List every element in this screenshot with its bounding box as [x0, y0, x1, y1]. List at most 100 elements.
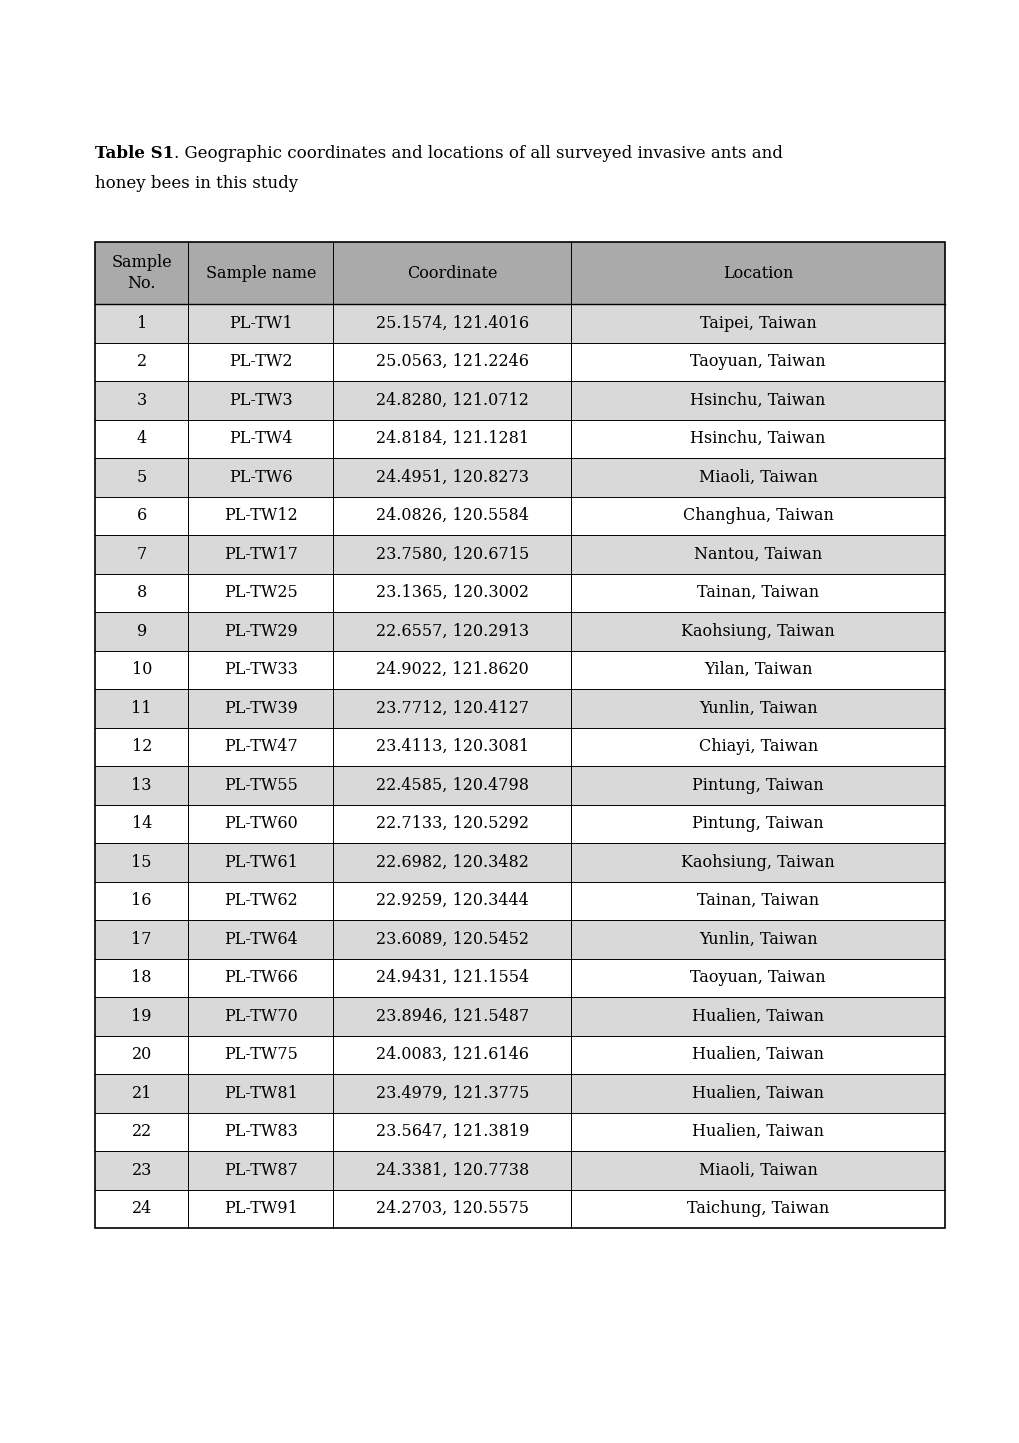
Text: PL-TW62: PL-TW62: [224, 892, 298, 909]
Bar: [95, 381, 944, 420]
Text: Miaoli, Taiwan: Miaoli, Taiwan: [698, 469, 817, 486]
Text: PL-TW83: PL-TW83: [223, 1123, 298, 1140]
Bar: [95, 688, 944, 727]
Text: Miaoli, Taiwan: Miaoli, Taiwan: [698, 1162, 817, 1179]
Text: PL-TW60: PL-TW60: [224, 815, 298, 833]
Text: PL-TW61: PL-TW61: [223, 854, 298, 870]
Text: 24.0826, 120.5584: 24.0826, 120.5584: [375, 508, 528, 524]
Text: 24.9431, 121.1554: 24.9431, 121.1554: [375, 970, 528, 986]
Text: 24.0083, 121.6146: 24.0083, 121.6146: [375, 1046, 528, 1063]
Text: Hualien, Taiwan: Hualien, Taiwan: [692, 1046, 823, 1063]
Text: 24: 24: [131, 1201, 152, 1218]
Text: 22: 22: [131, 1123, 152, 1140]
Text: 22.4585, 120.4798: 22.4585, 120.4798: [375, 776, 528, 794]
Bar: [95, 457, 944, 496]
Text: PL-TW70: PL-TW70: [224, 1007, 298, 1025]
Text: Kaohsiung, Taiwan: Kaohsiung, Taiwan: [681, 623, 835, 639]
Bar: [95, 805, 944, 843]
Text: PL-TW29: PL-TW29: [224, 623, 298, 639]
Text: 12: 12: [131, 739, 152, 755]
Bar: [95, 1189, 944, 1228]
Text: Kaohsiung, Taiwan: Kaohsiung, Taiwan: [681, 854, 835, 870]
Text: Table S1: Table S1: [95, 144, 174, 162]
Text: 25.0563, 121.2246: 25.0563, 121.2246: [375, 354, 528, 371]
Bar: [95, 1152, 944, 1189]
Text: 8: 8: [137, 584, 147, 602]
Text: Coordinate: Coordinate: [407, 264, 497, 281]
Bar: [95, 921, 944, 958]
Text: 23.7712, 120.4127: 23.7712, 120.4127: [375, 700, 528, 717]
Text: 20: 20: [131, 1046, 152, 1063]
Text: 18: 18: [131, 970, 152, 986]
Text: 22.6982, 120.3482: 22.6982, 120.3482: [375, 854, 528, 870]
Bar: [95, 1074, 944, 1113]
Bar: [95, 342, 944, 381]
Text: 13: 13: [131, 776, 152, 794]
Text: Hualien, Taiwan: Hualien, Taiwan: [692, 1007, 823, 1025]
Bar: [95, 1113, 944, 1152]
Text: 9: 9: [137, 623, 147, 639]
Text: Yilan, Taiwan: Yilan, Taiwan: [703, 661, 812, 678]
Text: 23.8946, 121.5487: 23.8946, 121.5487: [375, 1007, 529, 1025]
Text: 19: 19: [131, 1007, 152, 1025]
Text: Hsinchu, Taiwan: Hsinchu, Taiwan: [690, 391, 825, 408]
Text: 5: 5: [137, 469, 147, 486]
Text: Changhua, Taiwan: Changhua, Taiwan: [682, 508, 833, 524]
Text: 16: 16: [131, 892, 152, 909]
Text: 24.2703, 120.5575: 24.2703, 120.5575: [375, 1201, 528, 1218]
Bar: [95, 242, 944, 1228]
Text: 23.7580, 120.6715: 23.7580, 120.6715: [375, 545, 529, 563]
Text: Taichung, Taiwan: Taichung, Taiwan: [687, 1201, 828, 1218]
Text: Yunlin, Taiwan: Yunlin, Taiwan: [698, 931, 816, 948]
Bar: [95, 727, 944, 766]
Text: 23.4979, 121.3775: 23.4979, 121.3775: [375, 1085, 529, 1102]
Text: Sample name: Sample name: [206, 264, 316, 281]
Bar: [95, 304, 944, 342]
Text: Nantou, Taiwan: Nantou, Taiwan: [693, 545, 821, 563]
Bar: [95, 958, 944, 997]
Bar: [95, 573, 944, 612]
Text: 23.6089, 120.5452: 23.6089, 120.5452: [375, 931, 528, 948]
Bar: [95, 766, 944, 805]
Text: Tainan, Taiwan: Tainan, Taiwan: [696, 584, 818, 602]
Text: Location: Location: [722, 264, 793, 281]
Text: 1: 1: [137, 315, 147, 332]
Text: 14: 14: [131, 815, 152, 833]
Bar: [95, 420, 944, 457]
Text: 21: 21: [131, 1085, 152, 1102]
Text: 6: 6: [137, 508, 147, 524]
Bar: [95, 242, 944, 304]
Text: Sample
No.: Sample No.: [111, 254, 172, 291]
Text: 24.8184, 121.1281: 24.8184, 121.1281: [375, 430, 528, 447]
Text: 4: 4: [137, 430, 147, 447]
Text: Taoyuan, Taiwan: Taoyuan, Taiwan: [690, 970, 825, 986]
Bar: [95, 997, 944, 1036]
Text: 3: 3: [137, 391, 147, 408]
Text: PL-TW39: PL-TW39: [223, 700, 298, 717]
Text: PL-TW64: PL-TW64: [224, 931, 298, 948]
Text: 15: 15: [131, 854, 152, 870]
Text: 23.5647, 121.3819: 23.5647, 121.3819: [375, 1123, 529, 1140]
Text: 24.4951, 120.8273: 24.4951, 120.8273: [375, 469, 528, 486]
Bar: [95, 496, 944, 535]
Text: PL-TW1: PL-TW1: [228, 315, 292, 332]
Text: PL-TW3: PL-TW3: [228, 391, 292, 408]
Text: 23: 23: [131, 1162, 152, 1179]
Text: PL-TW66: PL-TW66: [223, 970, 298, 986]
Text: Taoyuan, Taiwan: Taoyuan, Taiwan: [690, 354, 825, 371]
Text: 22.9259, 120.3444: 22.9259, 120.3444: [376, 892, 528, 909]
Text: . Geographic coordinates and locations of all surveyed invasive ants and: . Geographic coordinates and locations o…: [174, 144, 783, 162]
Text: 2: 2: [137, 354, 147, 371]
Bar: [95, 612, 944, 651]
Text: 25.1574, 121.4016: 25.1574, 121.4016: [375, 315, 528, 332]
Text: PL-TW55: PL-TW55: [223, 776, 298, 794]
Text: 24.3381, 120.7738: 24.3381, 120.7738: [375, 1162, 529, 1179]
Text: 17: 17: [131, 931, 152, 948]
Text: PL-TW87: PL-TW87: [223, 1162, 298, 1179]
Text: Tainan, Taiwan: Tainan, Taiwan: [696, 892, 818, 909]
Text: PL-TW91: PL-TW91: [223, 1201, 298, 1218]
Text: Pintung, Taiwan: Pintung, Taiwan: [692, 776, 823, 794]
Text: PL-TW25: PL-TW25: [224, 584, 298, 602]
Text: PL-TW75: PL-TW75: [223, 1046, 298, 1063]
Text: 7: 7: [137, 545, 147, 563]
